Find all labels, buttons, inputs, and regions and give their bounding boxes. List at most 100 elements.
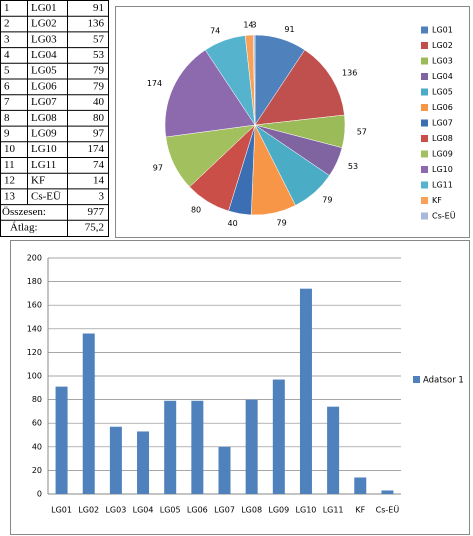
bar: [82, 333, 95, 494]
data-label: 40: [228, 219, 238, 228]
x-tick-label: Cs-EÜ: [376, 505, 400, 515]
legend-swatch: [421, 166, 428, 173]
y-tick-label: 0: [37, 490, 42, 499]
row-label: LG09: [31, 127, 57, 139]
row-index: 6: [4, 80, 10, 92]
pie-slice: [164, 49, 256, 138]
data-label: 97: [153, 164, 163, 173]
data-label: 3: [251, 21, 256, 30]
x-tick-label: LG10: [296, 506, 317, 515]
pie-slice: [254, 49, 345, 126]
row-label: LG03: [31, 33, 57, 45]
legend-swatch: [421, 135, 428, 142]
data-label: 57: [357, 128, 367, 137]
x-tick-label: LG05: [160, 506, 181, 515]
legend-label: Cs-EÜ: [432, 211, 456, 221]
legend-label: LG11: [432, 181, 453, 190]
row-label: LG01: [31, 2, 57, 14]
total-value: 977: [88, 206, 105, 218]
data-label: 14: [243, 21, 253, 30]
row-label: LG05: [31, 65, 57, 77]
bar-frame: [10, 240, 470, 535]
row-label: LG02: [31, 18, 57, 30]
row-index: 11: [4, 159, 15, 171]
row-index: 13: [4, 190, 16, 202]
x-tick-label: KF: [355, 506, 365, 515]
data-label: 174: [147, 79, 162, 88]
row-index: 4: [4, 49, 10, 61]
legend-swatch: [421, 197, 428, 204]
data-label: 136: [342, 68, 357, 77]
y-tick-label: 140: [27, 324, 42, 333]
bar: [245, 399, 258, 494]
legend-swatch: [421, 150, 428, 158]
data-label: 80: [191, 205, 201, 214]
row-label: LG04: [31, 49, 57, 61]
row-value: 14: [93, 175, 105, 187]
y-tick-label: 100: [27, 372, 42, 381]
x-tick-label: LG06: [187, 506, 208, 515]
legend-label: LG08: [432, 134, 453, 143]
table-frame: [0, 0, 109, 237]
row-value: 74: [93, 159, 105, 171]
y-tick-label: 200: [27, 254, 42, 263]
row-value: 53: [93, 49, 105, 61]
legend-swatch: [421, 26, 428, 34]
legend-label: KF: [432, 196, 442, 205]
row-label: KF: [31, 175, 45, 187]
row-value: 79: [93, 65, 105, 77]
x-tick-label: LG08: [241, 506, 262, 515]
row-label: LG08: [31, 112, 57, 124]
x-tick-label: LG02: [78, 506, 99, 515]
legend-label: Adatsor 1: [423, 376, 464, 386]
x-tick-label: LG07: [214, 506, 235, 515]
bar: [354, 477, 367, 494]
bar: [272, 379, 285, 494]
legend-label: LG03: [432, 57, 453, 66]
legend-label: LG02: [432, 41, 453, 50]
y-tick-label: 80: [32, 395, 42, 404]
x-tick-label: LG04: [133, 506, 154, 515]
y-tick-label: 160: [27, 301, 42, 310]
legend-swatch: [421, 57, 428, 65]
total-label: Összesen:: [2, 206, 46, 218]
bar: [327, 406, 340, 494]
pie-slice: [253, 34, 256, 126]
legend-swatch: [421, 42, 428, 49]
legend-swatch: [413, 376, 420, 383]
legend-swatch: [421, 119, 428, 127]
data-label: 74: [210, 26, 220, 35]
y-tick-label: 180: [27, 277, 42, 286]
row-index: 8: [4, 112, 10, 124]
data-label: 91: [284, 25, 294, 34]
row-index: 9: [4, 127, 10, 139]
legend-swatch: [421, 181, 428, 189]
legend-swatch: [421, 212, 428, 220]
legend-label: LG01: [432, 26, 453, 35]
row-value: 40: [93, 96, 105, 108]
row-value: 80: [93, 112, 105, 124]
row-value: 3: [99, 190, 105, 202]
legend-swatch: [421, 104, 428, 111]
row-value: 174: [88, 143, 105, 155]
bar: [381, 490, 394, 494]
row-value: 97: [93, 127, 105, 139]
bar: [218, 446, 231, 494]
row-label: LG07: [31, 96, 57, 108]
data-label: 53: [348, 162, 358, 171]
data-label: 79: [322, 196, 332, 205]
y-tick-label: 20: [32, 466, 42, 475]
legend-label: LG04: [432, 72, 453, 81]
row-value: 79: [93, 80, 105, 92]
x-tick-label: LG11: [323, 506, 344, 515]
legend-label: LG06: [432, 103, 453, 112]
legend-label: LG09: [432, 150, 453, 159]
bar: [191, 400, 204, 494]
bar: [137, 431, 150, 494]
row-label: LG11: [31, 159, 56, 171]
y-tick-label: 120: [27, 348, 42, 357]
y-tick-label: 60: [32, 419, 42, 428]
legend-label: LG07: [432, 119, 453, 128]
row-index: 10: [4, 143, 16, 155]
legend-label: LG05: [432, 88, 453, 97]
